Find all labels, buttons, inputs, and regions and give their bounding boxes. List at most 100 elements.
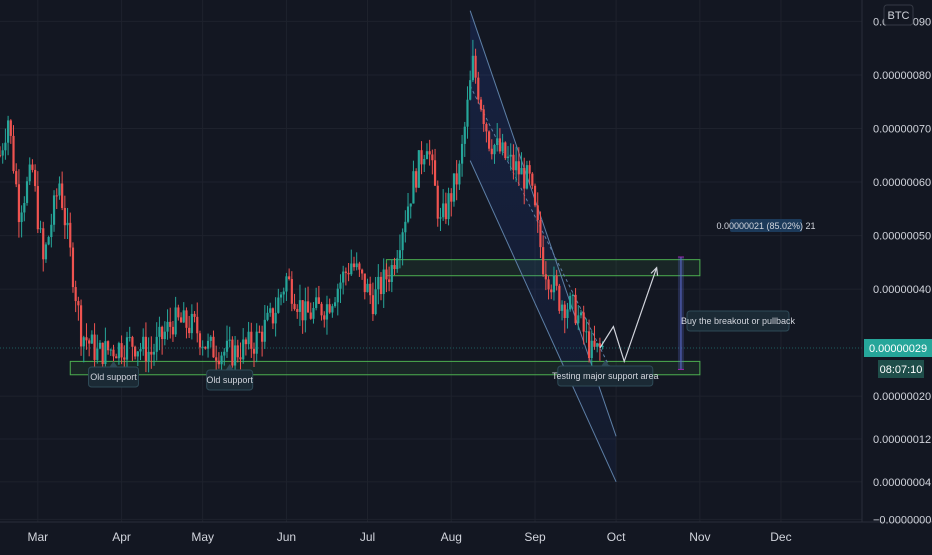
- overlays[interactable]: Old support Old support Testing major supp…: [0, 219, 862, 391]
- callout-pointer: [225, 364, 234, 370]
- candle-body: [455, 173, 458, 185]
- candle-body: [339, 282, 342, 289]
- candle-body: [190, 313, 193, 334]
- candle-body: [185, 310, 188, 328]
- candle-body: [587, 331, 591, 359]
- candle-body: [431, 154, 434, 161]
- candle-body: [166, 321, 169, 332]
- candle-body: [333, 302, 337, 307]
- x-tick-label: Nov: [689, 530, 710, 544]
- candle-body: [301, 300, 304, 321]
- candle-body: [355, 263, 358, 268]
- candle-body: [269, 308, 272, 313]
- candle-body: [336, 288, 339, 303]
- candle-body: [1, 150, 4, 156]
- axes: [0, 0, 932, 523]
- candle-body: [509, 154, 512, 157]
- currency-badge-box: [883, 4, 914, 26]
- candle-body: [347, 272, 350, 275]
- measure-label[interactable]: 0.00000021 (85.02%) 21: [716, 219, 816, 232]
- candle-body: [23, 202, 26, 213]
- candle-body: [233, 345, 237, 366]
- candle-body: [47, 237, 50, 245]
- y-tick-label: 0.00000020: [873, 391, 931, 403]
- candle-body: [585, 331, 588, 333]
- annotation-breakout[interactable]: Buy the breakout or pullback: [681, 310, 796, 332]
- candle-body: [201, 346, 204, 348]
- candle-body: [571, 294, 574, 296]
- annotation-testing-support[interactable]: Testing major support area: [552, 360, 659, 387]
- candle-body: [393, 265, 396, 270]
- candle-body: [512, 154, 515, 171]
- candle-body: [363, 273, 366, 293]
- candle-body: [533, 185, 537, 206]
- candle-body: [433, 160, 437, 186]
- candle-body: [206, 340, 210, 349]
- candle-body: [458, 163, 461, 185]
- countdown-tag[interactable]: 08:07:10: [878, 360, 924, 378]
- candle-body: [212, 336, 215, 358]
- candle-body: [152, 351, 156, 355]
- channel-mid-line[interactable]: [469, 85, 617, 381]
- candle-body: [0, 155, 2, 157]
- candle-body: [71, 247, 75, 288]
- currency-badge-text: BTC: [888, 10, 910, 22]
- price-tag-box: [864, 339, 932, 357]
- candle-body: [406, 206, 410, 222]
- candle-body: [498, 138, 502, 152]
- candle-body: [188, 327, 191, 334]
- candle-body: [444, 203, 447, 220]
- callout-text: Buy the breakout or pullback: [681, 316, 796, 326]
- candle-body: [493, 145, 496, 155]
- candle-body: [282, 291, 285, 295]
- candle-body: [331, 306, 334, 313]
- candle-body: [474, 55, 477, 78]
- candle-body: [325, 304, 329, 320]
- candle-body: [525, 165, 529, 189]
- candle-body: [450, 193, 453, 202]
- candle-body: [263, 319, 266, 342]
- annotation-old-support-2[interactable]: Old support: [206, 364, 253, 391]
- candle-body: [469, 80, 472, 100]
- candle-body: [285, 276, 288, 292]
- candle-body: [312, 308, 315, 319]
- currency-badge[interactable]: BTC: [883, 4, 914, 26]
- countdown-box: [878, 360, 924, 378]
- candle-body: [396, 258, 399, 270]
- candle-body: [306, 301, 310, 313]
- candle-body: [371, 295, 375, 315]
- candle-body: [15, 171, 18, 185]
- candle-body: [520, 167, 523, 175]
- candle-body: [44, 244, 48, 260]
- candle-body: [582, 312, 585, 332]
- candle-body: [390, 265, 393, 282]
- candle-body: [590, 340, 593, 359]
- channel-lower-line[interactable]: [469, 160, 617, 483]
- projection-path[interactable]: [599, 267, 658, 364]
- y-tick-label: 0.00000070: [873, 123, 931, 135]
- axis-labels: 0.000000900.000000800.000000700.00000060…: [27, 4, 932, 544]
- candle-body: [90, 334, 93, 344]
- candle-body: [350, 263, 353, 275]
- x-tick-label: Dec: [770, 530, 791, 544]
- candle-body: [244, 339, 247, 345]
- candle-body: [61, 183, 64, 208]
- candle-body: [436, 185, 439, 219]
- candle-body: [566, 309, 569, 319]
- candle-body: [288, 276, 291, 280]
- candle-body: [528, 165, 531, 174]
- candle-body: [423, 158, 426, 165]
- candle-body: [298, 300, 302, 312]
- annotation-old-support-1[interactable]: Old support: [87, 361, 139, 388]
- candle-body: [279, 294, 283, 298]
- x-tick-label: Mar: [27, 530, 48, 544]
- candle-body: [496, 138, 499, 146]
- candle-body: [374, 289, 377, 315]
- candle-body: [552, 275, 556, 293]
- candle-body: [161, 326, 164, 340]
- candle-body: [360, 269, 364, 274]
- y-tick-label: 0.00000040: [873, 284, 931, 296]
- current-price-tag[interactable]: 0.00000029: [864, 339, 932, 357]
